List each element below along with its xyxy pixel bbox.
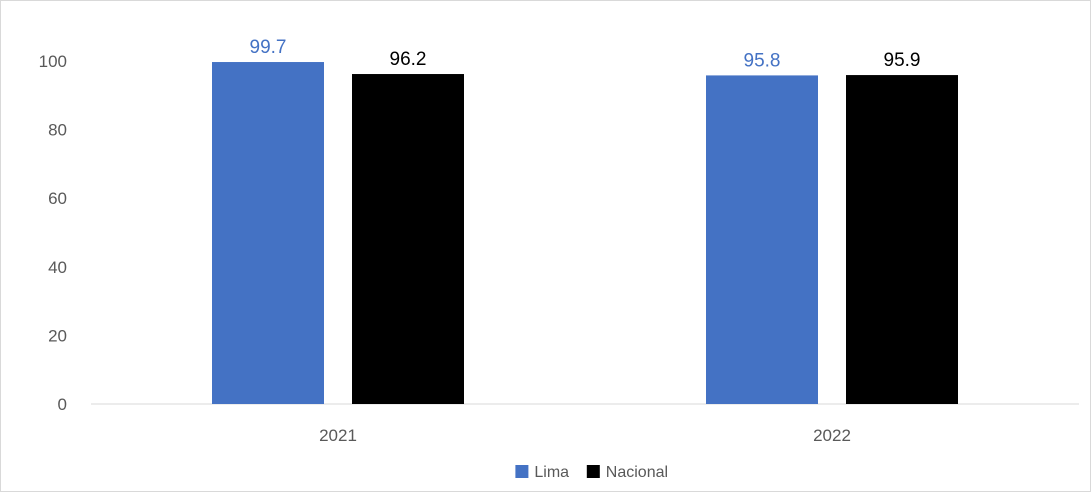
y-tick-label: 60 [48,189,67,208]
y-tick-label: 40 [48,258,67,277]
data-labels-group: 99.7 96.2 95.8 95.9 [250,37,921,71]
legend-label-nacional: Nacional [606,464,668,481]
data-label-nacional-2022: 95.9 [884,50,921,71]
bars-group [212,62,958,405]
y-tick-label: 0 [58,395,67,414]
bar-lima-2021 [212,62,324,405]
legend: Lima Nacional [515,464,668,481]
y-tick-label: 80 [48,121,67,140]
bar-nacional-2022 [846,75,958,405]
x-tick-label: 2021 [319,426,357,445]
y-tick-label: 20 [48,326,67,345]
legend-swatch-nacional [586,465,600,478]
x-axis-ticks: 2021 2022 [319,426,851,445]
y-axis-ticks: 0 20 40 60 80 100 [39,52,67,414]
data-label-nacional-2021: 96.2 [390,49,427,70]
bar-lima-2022 [706,75,818,404]
x-tick-label: 2022 [813,426,851,445]
legend-label-lima: Lima [534,464,569,481]
data-label-lima-2021: 99.7 [250,37,287,58]
data-label-lima-2022: 95.8 [744,50,781,71]
legend-swatch-lima [515,465,529,478]
y-tick-label: 100 [39,52,67,71]
bar-nacional-2021 [352,74,464,404]
